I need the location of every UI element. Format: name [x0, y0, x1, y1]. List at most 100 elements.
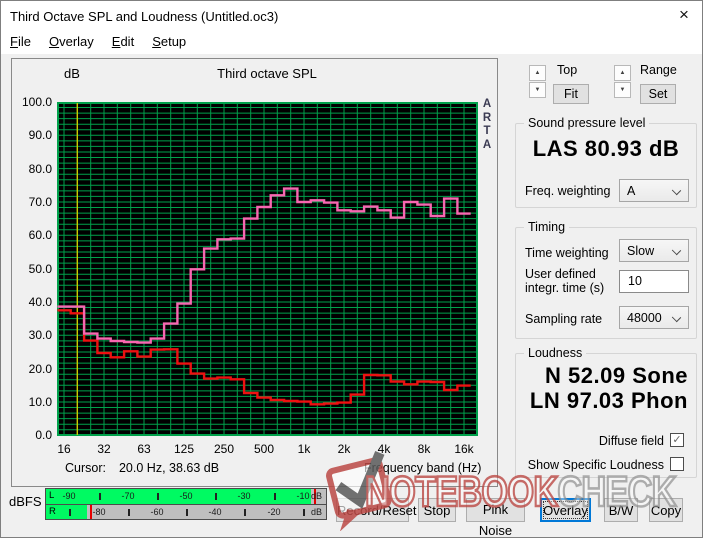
- top-spinner: ▲ ▼: [529, 65, 546, 98]
- meter-scale-label: -30: [237, 491, 251, 501]
- dbfs-label: dBFS: [9, 494, 42, 509]
- meter-scale-tick: [69, 509, 71, 516]
- diffuse-field-checkbox[interactable]: ✓: [670, 433, 684, 447]
- y-tick-label: 20.0: [28, 362, 52, 376]
- top-label: Top: [557, 63, 578, 77]
- freq-weighting-label: Freq. weighting: [525, 184, 611, 198]
- y-axis-unit-label: dB: [64, 66, 80, 81]
- meter-peak-indicator: [90, 505, 92, 519]
- meter-scale-label: -10: [296, 491, 310, 501]
- meter-scale-label: -60: [150, 507, 164, 517]
- meter-peak-indicator: [314, 489, 316, 504]
- range-spinner: ▲ ▼: [614, 65, 631, 98]
- meter-scale-label: -40: [208, 507, 222, 517]
- meter-scale-tick: [215, 493, 217, 500]
- loudness-ln-reading: LN 97.03 Phon: [529, 388, 688, 413]
- spl-plot[interactable]: [57, 102, 478, 436]
- menu-item-edit[interactable]: Edit: [111, 34, 135, 49]
- meter-scale-tick: [303, 509, 305, 516]
- meter-scale-label: -70: [121, 491, 135, 501]
- freq-weighting-value: A: [627, 184, 636, 198]
- range-spin-up-icon[interactable]: ▲: [614, 65, 631, 81]
- sampling-rate-value: 48000: [627, 311, 662, 325]
- show-specific-loudness-checkbox[interactable]: [670, 457, 684, 471]
- x-tick-label: 32: [97, 442, 111, 456]
- level-meters: L -90 -70 -50 -30 -10 dB R -80 -60 -40 -20 dB: [45, 488, 327, 520]
- cursor-label: Cursor:: [65, 461, 106, 475]
- y-tick-label: 10.0: [28, 395, 52, 409]
- meter-unit-label: dB: [310, 507, 322, 517]
- x-tick-label: 1k: [297, 442, 311, 456]
- integr-time-input[interactable]: 10: [619, 270, 689, 293]
- y-tick-label: 60.0: [28, 228, 52, 242]
- y-tick-label: 70.0: [28, 195, 52, 209]
- loudness-n-reading: N 52.09 Sone: [545, 363, 688, 388]
- y-tick-label: 0.0: [35, 428, 52, 442]
- x-tick-label: 63: [137, 442, 151, 456]
- menu-bar: File Overlay Edit Setup: [1, 31, 702, 54]
- meter-scale-tick: [186, 509, 188, 516]
- overlay-button[interactable]: Overlay: [540, 498, 591, 522]
- meter-unit-label: dB: [310, 491, 322, 501]
- top-spin-down-icon[interactable]: ▼: [529, 82, 546, 98]
- menu-item-overlay[interactable]: Overlay: [48, 34, 94, 49]
- meter-scale-tick: [157, 493, 159, 500]
- time-weighting-select[interactable]: Slow: [619, 239, 689, 262]
- set-button[interactable]: Set: [640, 84, 676, 104]
- meter-row-l: L -90 -70 -50 -30 -10 dB: [46, 489, 326, 504]
- meter-scale-tick: [128, 509, 130, 516]
- x-tick-label: 16k: [454, 442, 474, 456]
- b-w-button[interactable]: B/W: [604, 498, 638, 522]
- range-spin-down-icon[interactable]: ▼: [614, 82, 631, 98]
- x-tick-label: 8k: [417, 442, 431, 456]
- chart-panel: dB Third octave SPL 100.0 90.0 80.0 70.0 60.…: [11, 58, 498, 487]
- spl-reading: LAS 80.93 dB: [532, 136, 680, 161]
- fit-button[interactable]: Fit: [553, 84, 589, 104]
- y-tick-label: 100.0: [21, 95, 52, 109]
- menu-item-setup[interactable]: Setup: [152, 34, 187, 49]
- x-tick-label: 500: [253, 442, 275, 456]
- meter-scale-tick: [99, 493, 101, 500]
- integr-time-label: User defined integr. time (s): [525, 267, 605, 295]
- pink-noise-button[interactable]: Pink Noise: [466, 498, 525, 537]
- x-tick-label: 125: [173, 442, 195, 456]
- sampling-rate-select[interactable]: 48000: [619, 306, 689, 329]
- record-reset-button[interactable]: Record/Reset: [336, 498, 416, 522]
- stop-button[interactable]: Stop: [418, 498, 456, 522]
- timing-group: Timing Time weighting Slow User defined …: [515, 220, 697, 339]
- freq-weighting-select[interactable]: A: [619, 179, 689, 202]
- y-tick-label: 80.0: [28, 162, 52, 176]
- x-tick-label: 16: [57, 442, 71, 456]
- cursor-value: 20.0 Hz, 38.63 dB: [118, 461, 220, 475]
- top-spin-up-icon[interactable]: ▲: [529, 65, 546, 81]
- x-axis-title: Frequency band (Hz): [364, 461, 482, 475]
- meter-scale-label: -20: [267, 507, 281, 517]
- meter-scale-label: -50: [179, 491, 193, 501]
- copy-button[interactable]: Copy: [649, 498, 683, 522]
- menu-item-file[interactable]: File: [10, 34, 31, 49]
- y-tick-label: 30.0: [28, 328, 52, 342]
- timing-group-title: Timing: [524, 220, 570, 234]
- time-weighting-label: Time weighting: [525, 246, 609, 260]
- meter-scale-tick: [244, 509, 246, 516]
- meter-level-bar: [46, 505, 87, 519]
- meter-scale-label: -90: [62, 491, 76, 501]
- show-specific-loudness-label: Show Specific Loudness: [527, 458, 664, 472]
- cursor-readout: Cursor: 20.0 Hz, 38.63 dB: [65, 461, 219, 475]
- diffuse-field-label: Diffuse field: [598, 434, 664, 448]
- meter-channel-label: L: [49, 490, 55, 501]
- loudness-group: Loudness N 52.09 Sone LN 97.03 Phon Diff…: [515, 346, 697, 478]
- meter-scale-label: -80: [92, 507, 106, 517]
- spl-group-title: Sound pressure level: [524, 116, 650, 130]
- chart-title: Third octave SPL: [217, 66, 317, 81]
- chevron-down-icon: [671, 185, 682, 196]
- range-label: Range: [640, 63, 677, 77]
- spl-group: Sound pressure level LAS 80.93 dB Freq. …: [515, 116, 697, 208]
- chevron-down-icon: [671, 245, 682, 256]
- meter-scale-tick: [274, 493, 276, 500]
- window-title: Third Octave SPL and Loudness (Untitled.…: [10, 9, 279, 24]
- chevron-down-icon: [671, 312, 682, 323]
- time-weighting-value: Slow: [627, 244, 655, 258]
- close-icon[interactable]: ×: [679, 5, 689, 24]
